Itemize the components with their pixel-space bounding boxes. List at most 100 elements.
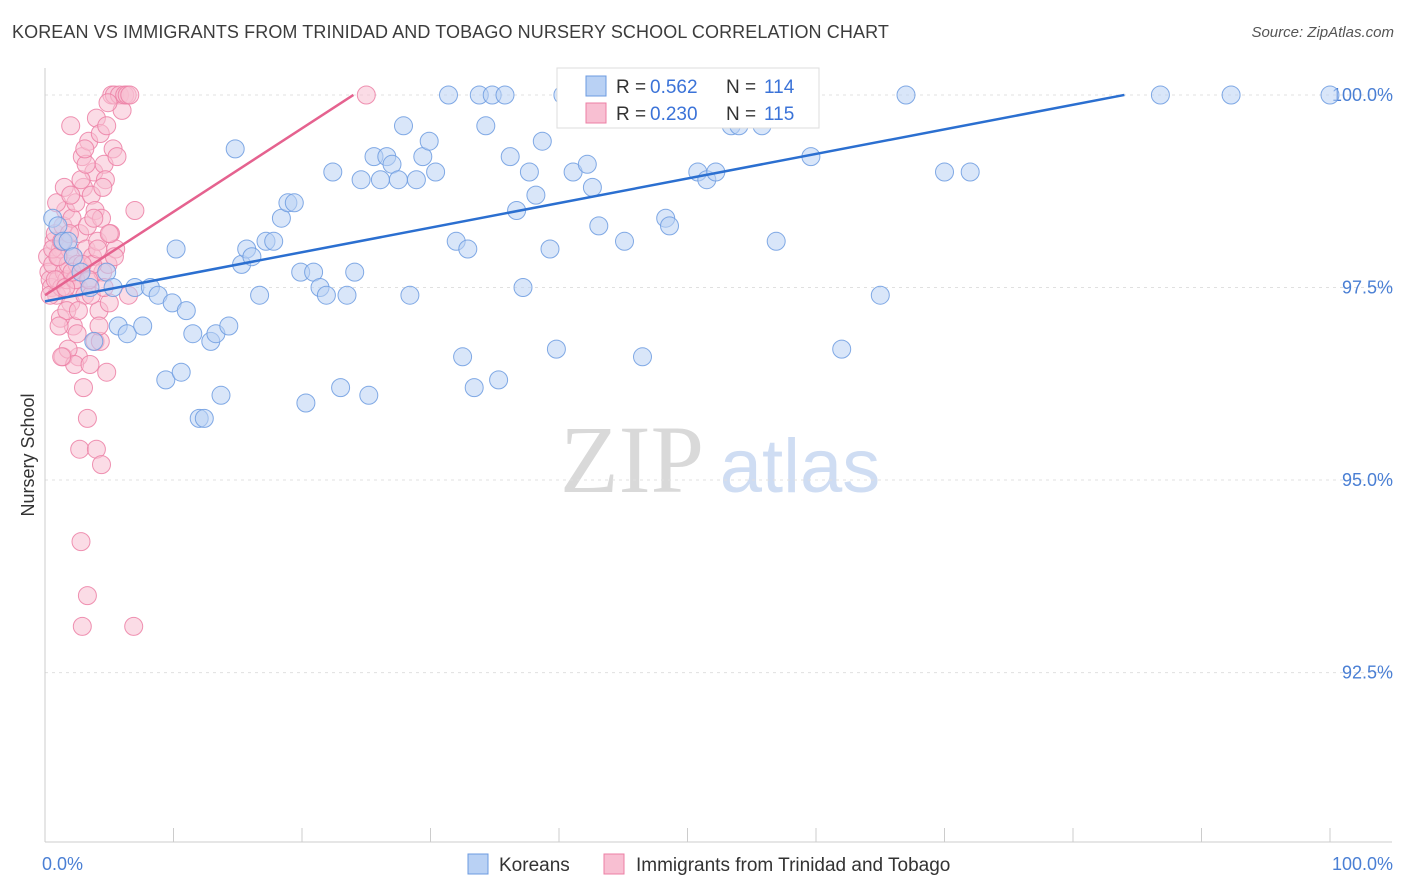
legend-swatch-trinidad (585, 102, 607, 124)
bottom-legend-swatch-trinidad (603, 853, 625, 875)
trinidad-point-69 (77, 586, 97, 606)
trinidad-point-106 (49, 316, 69, 336)
gridlines (45, 94, 1392, 674)
trinidad-point-54 (107, 147, 127, 167)
legend-r-label-korean: R = (616, 77, 646, 98)
korean-point-98 (832, 339, 852, 359)
trinidad-point-111 (84, 208, 104, 228)
legend-top: R = 0.562 N = 114 R = 0.230 N = 115 (556, 67, 820, 129)
korean-point-101 (935, 162, 954, 182)
legend-bottom: Koreans Immigrants from Trinidad and Tob… (467, 853, 950, 876)
trinidad-point-110 (68, 301, 88, 321)
korean-point-77 (546, 339, 566, 359)
korean-point-58 (419, 131, 439, 151)
trend-line-korean (44, 93, 1125, 303)
korean-point-39 (296, 393, 316, 413)
korean-point-21 (183, 324, 203, 344)
korean-point-95 (766, 231, 786, 251)
y-tick-label-1: 97.5% (1342, 277, 1393, 297)
trinidad-point-114 (98, 93, 118, 113)
legend-r-value-korean: 0.562 (650, 77, 698, 98)
korean-point-83 (615, 231, 634, 251)
trinidad-point-68 (71, 532, 91, 552)
trend-lines (44, 93, 1125, 303)
trinidad-point-76 (80, 355, 100, 374)
korean-point-16 (156, 370, 176, 390)
y-tick-label-2: 95.0% (1342, 470, 1393, 490)
korean-point-63 (458, 239, 478, 259)
korean-point-19 (171, 362, 191, 382)
korean-point-4 (63, 247, 83, 267)
bottom-legend-swatch-korean (467, 853, 489, 875)
korean-point-62 (453, 347, 473, 367)
korean-point-75 (532, 131, 552, 151)
korean-point-87 (660, 216, 679, 236)
korean-point-7 (84, 331, 104, 351)
bottom-legend-label-korean: Koreans (499, 855, 570, 876)
trinidad-point-109 (52, 347, 72, 367)
korean-point-73 (519, 162, 539, 182)
legend-r-label-trinidad: R = (616, 104, 646, 125)
korean-point-42 (316, 285, 336, 305)
korean-point-103 (1150, 85, 1170, 105)
korean-point-48 (359, 385, 379, 405)
x-tick-label-right: 100.0% (1332, 854, 1393, 874)
watermark-atlas: atlas (720, 424, 881, 509)
korean-point-59 (426, 162, 446, 182)
korean-point-64 (464, 378, 484, 398)
korean-point-45 (337, 285, 357, 305)
trinidad-point-71 (124, 616, 144, 636)
chart-title: KOREAN VS IMMIGRANTS FROM TRINIDAD AND T… (12, 22, 889, 42)
y-axis-label: Nursery School (18, 393, 38, 516)
korean-point-66 (476, 116, 496, 136)
legend-swatch-korean (585, 75, 607, 97)
trinidad-point-64 (77, 408, 97, 428)
korean-point-102 (960, 162, 980, 182)
korean-point-60 (439, 85, 458, 105)
trinidad-point-90 (99, 224, 119, 244)
korean-point-50 (370, 170, 390, 190)
korean-point-99 (870, 285, 890, 305)
trinidad-point-89 (93, 177, 113, 197)
korean-point-53 (388, 170, 408, 190)
watermark-zip: ZIP (560, 406, 704, 513)
legend-n-value-korean: 114 (764, 77, 795, 98)
trinidad-point-79 (97, 362, 117, 382)
korean-point-32 (250, 285, 270, 305)
korean-point-81 (582, 177, 602, 197)
bottom-legend-label-trinidad: Immigrants from Trinidad and Tobago (636, 855, 950, 876)
trinidad-point-59 (120, 85, 140, 105)
korean-point-26 (211, 385, 231, 405)
korean-point-47 (351, 170, 371, 190)
korean-point-18 (166, 239, 186, 259)
korean-point-44 (331, 378, 351, 398)
chart-source: Source: ZipAtlas.com (1251, 24, 1394, 41)
legend-n-label-korean: N = (726, 77, 756, 98)
korean-point-69 (495, 85, 515, 105)
korean-point-56 (406, 170, 426, 190)
trinidad-point-46 (97, 116, 117, 136)
legend-n-value-trinidad: 115 (764, 104, 794, 125)
y-tick-label-3: 92.5% (1342, 663, 1393, 683)
korean-point-76 (540, 239, 560, 259)
legend-r-value-trinidad: 0.230 (650, 104, 698, 125)
trinidad-point-65 (70, 439, 90, 459)
trinidad-point-86 (61, 185, 81, 205)
korean-point-28 (225, 139, 245, 159)
axes (44, 68, 1392, 843)
trinidad-point-75 (67, 324, 87, 344)
korean-point-70 (500, 147, 520, 167)
trinidad-point-63 (74, 378, 93, 398)
korean-point-80 (577, 154, 597, 174)
korean-point-54 (394, 116, 413, 136)
trend-line-trinidad (44, 93, 355, 297)
korean-point-72 (513, 278, 533, 297)
korean-point-104 (1221, 85, 1241, 105)
trinidad-point-113 (75, 139, 95, 159)
korean-point-55 (400, 285, 420, 305)
y-tick-label-0: 100.0% (1332, 85, 1393, 105)
korean-point-23 (194, 408, 214, 428)
korean-point-20 (176, 301, 196, 321)
y-tick-labels: 100.0% 97.5% 95.0% 92.5% (1332, 85, 1393, 683)
